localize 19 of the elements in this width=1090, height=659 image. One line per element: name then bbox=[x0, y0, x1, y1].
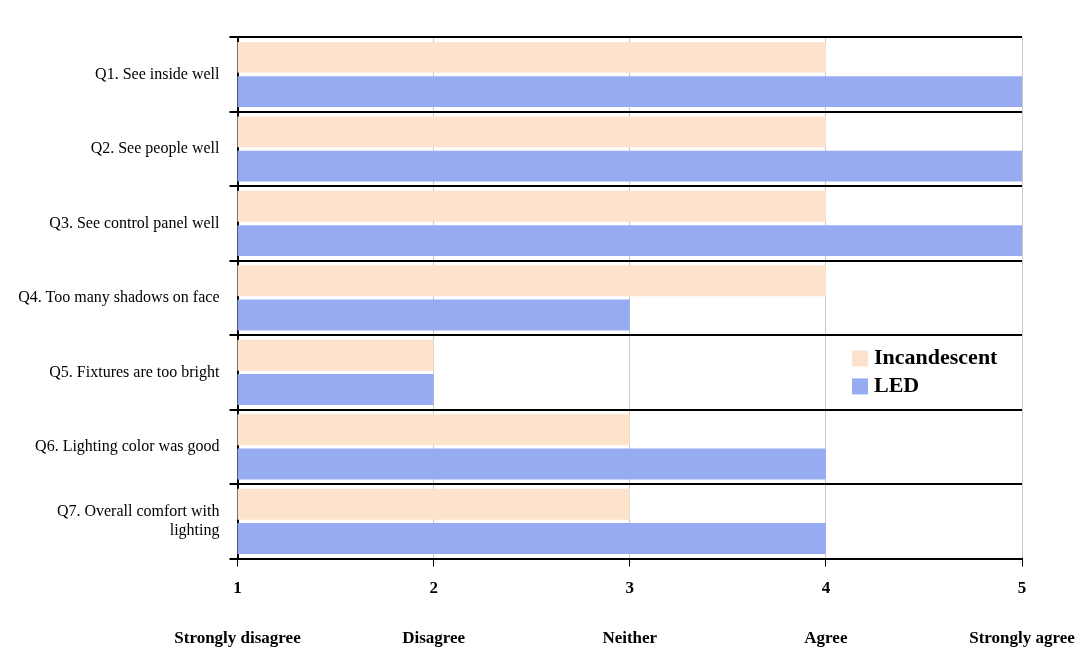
y-tick-label: Q1. See inside well bbox=[95, 64, 221, 82]
x-tick-label: 2 bbox=[429, 578, 438, 598]
x-tick-label: 5 bbox=[1017, 578, 1027, 598]
text: Neither bbox=[602, 627, 658, 647]
legend-label: Incandescent bbox=[874, 344, 999, 370]
legend-label: LED bbox=[874, 372, 920, 398]
y-tick-label: Q2. See people well bbox=[90, 139, 221, 158]
x-tick-label: 1 bbox=[233, 578, 242, 598]
x-tick-label: 4 bbox=[821, 578, 831, 598]
y-tick-label: Q4. Too many shadows on face bbox=[18, 288, 220, 307]
x-tick-label: 3 bbox=[625, 578, 634, 598]
text: Agree bbox=[804, 627, 848, 647]
text: Strongly agree bbox=[969, 627, 1076, 647]
text: Strongly disagree bbox=[174, 627, 302, 647]
y-tick-label: Q6. Lighting color was good bbox=[35, 437, 220, 456]
y-tick-label: Q5. Fixtures are too bright bbox=[49, 362, 221, 381]
y-tick-label: Q3. See control panel well bbox=[49, 213, 221, 232]
text: Disagree bbox=[402, 627, 466, 647]
y-tick-label: Q7. Overall comfort with lighting bbox=[56, 501, 220, 540]
